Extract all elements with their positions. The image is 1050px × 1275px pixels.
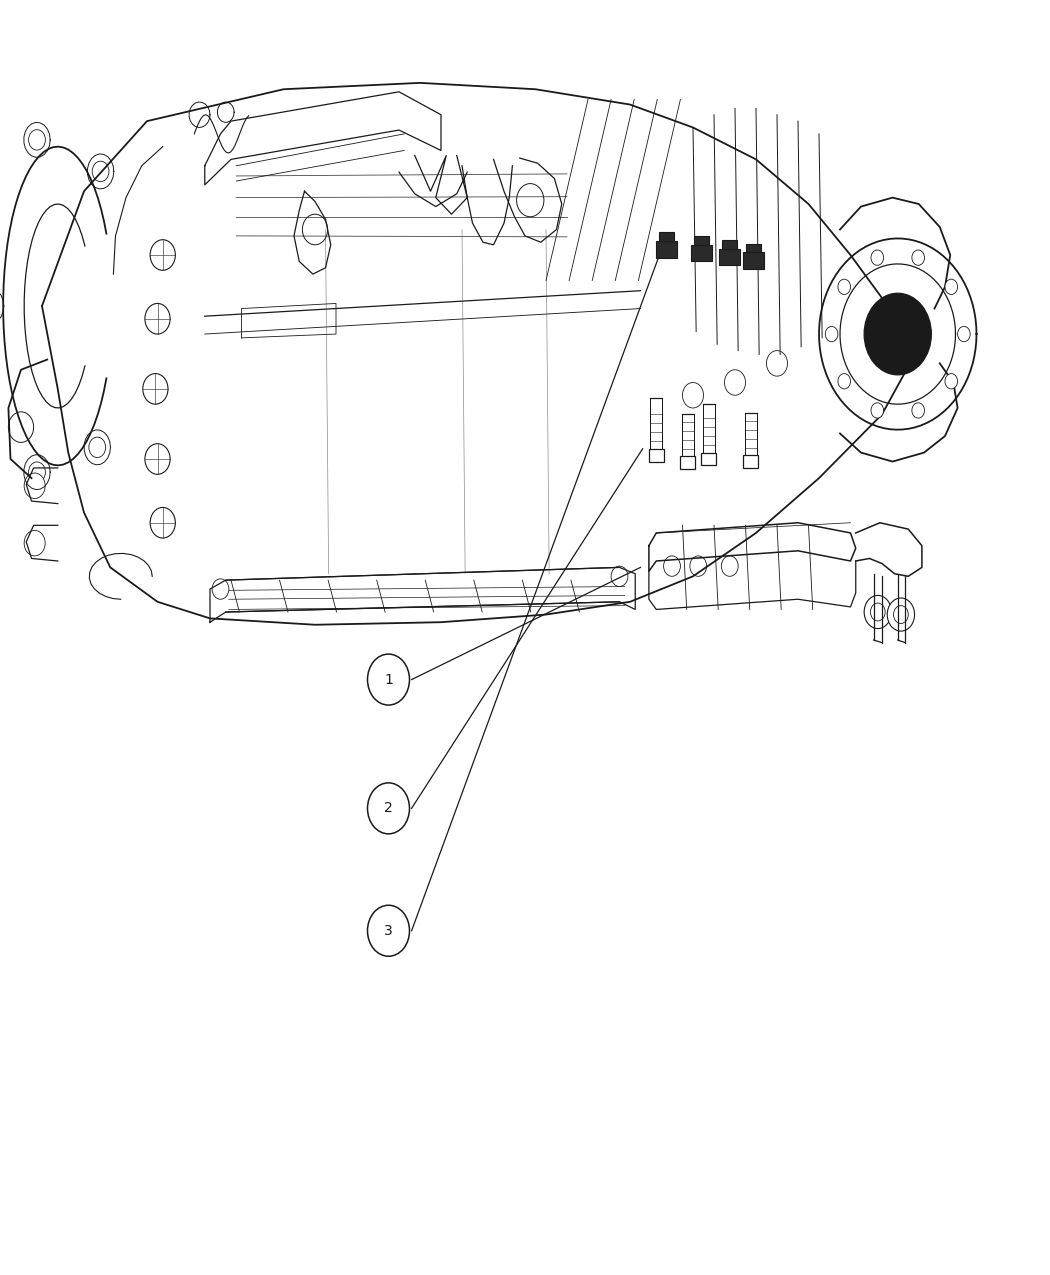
Circle shape	[150, 507, 175, 538]
Bar	[649, 449, 664, 462]
Bar	[694, 236, 709, 245]
Bar	[719, 249, 740, 265]
Circle shape	[958, 326, 970, 342]
Circle shape	[145, 444, 170, 474]
Circle shape	[368, 783, 410, 834]
Circle shape	[864, 293, 931, 375]
Circle shape	[24, 530, 45, 556]
Bar	[680, 456, 695, 469]
Circle shape	[690, 556, 707, 576]
Circle shape	[870, 603, 885, 621]
Bar	[722, 240, 737, 249]
Text: 2: 2	[384, 802, 393, 815]
Circle shape	[825, 326, 838, 342]
Circle shape	[872, 250, 884, 265]
Circle shape	[368, 905, 410, 956]
Circle shape	[864, 595, 891, 629]
Circle shape	[24, 473, 45, 499]
Circle shape	[28, 462, 45, 482]
Circle shape	[150, 240, 175, 270]
Circle shape	[911, 403, 924, 418]
Circle shape	[145, 303, 170, 334]
Text: 1: 1	[384, 673, 393, 686]
Circle shape	[724, 370, 746, 395]
Bar	[659, 232, 674, 241]
Circle shape	[911, 250, 924, 265]
Circle shape	[8, 412, 34, 442]
Text: 3: 3	[384, 924, 393, 937]
Circle shape	[517, 184, 544, 217]
Circle shape	[611, 566, 628, 586]
Circle shape	[945, 279, 958, 295]
Circle shape	[894, 606, 908, 623]
Circle shape	[92, 161, 109, 181]
Circle shape	[838, 279, 851, 295]
Bar	[656, 241, 677, 258]
Bar	[743, 252, 764, 269]
Bar	[691, 245, 712, 261]
Circle shape	[887, 598, 915, 631]
Bar	[747, 244, 761, 252]
Circle shape	[721, 556, 738, 576]
Circle shape	[212, 579, 229, 599]
Bar	[701, 453, 716, 465]
Circle shape	[302, 214, 328, 245]
Circle shape	[766, 351, 788, 376]
Circle shape	[872, 403, 884, 418]
Circle shape	[945, 374, 958, 389]
Circle shape	[28, 130, 45, 150]
Circle shape	[838, 374, 851, 389]
Circle shape	[664, 556, 680, 576]
Circle shape	[89, 437, 106, 458]
Circle shape	[682, 382, 704, 408]
Circle shape	[368, 654, 410, 705]
Circle shape	[143, 374, 168, 404]
Bar	[743, 455, 758, 468]
